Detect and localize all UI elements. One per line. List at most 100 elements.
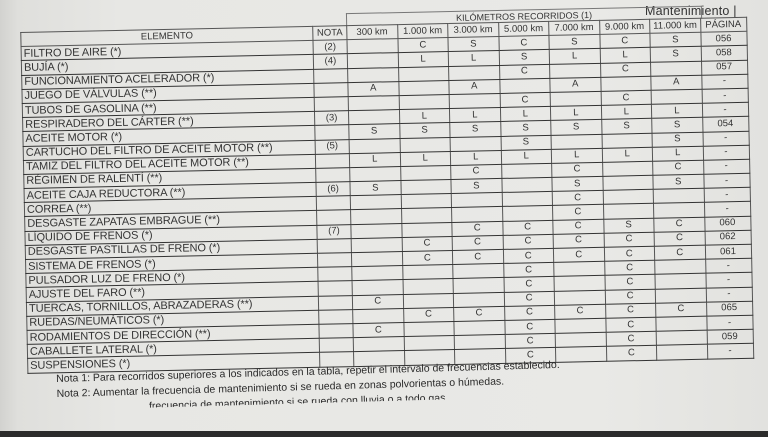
interval-cell [402, 278, 454, 295]
interval-cell [453, 320, 505, 336]
interval-cell: C [553, 247, 605, 263]
interval-cell: L [599, 47, 651, 63]
nota-cell [314, 124, 350, 140]
interval-cell: C [504, 333, 556, 349]
nota-cell [314, 96, 349, 112]
interval-cell: A [650, 74, 702, 91]
interval-cell: C [450, 164, 502, 180]
interval-cell [655, 287, 707, 304]
nota-cell: (4) [313, 54, 348, 69]
pagina-cell: 057 [701, 59, 748, 75]
nota-cell: (5) [315, 139, 350, 155]
pagina-cell: - [701, 74, 748, 90]
interval-cell: S [651, 117, 703, 133]
interval-cell: C [655, 301, 707, 318]
pagina-cell: 065 [706, 300, 753, 317]
interval-cell: S [349, 180, 401, 196]
interval-cell: L [499, 106, 551, 122]
interval-cell [348, 95, 399, 111]
pagina-cell: 060 [704, 215, 751, 232]
interval-cell: C [502, 234, 554, 250]
interval-cell [451, 206, 503, 223]
interval-cell: L [397, 51, 449, 68]
interval-cell: C [503, 262, 554, 278]
pagina-cell: - [701, 102, 749, 118]
interval-cell: C [654, 231, 705, 247]
interval-cell [403, 335, 455, 351]
interval-cell: L [449, 107, 501, 123]
interval-cell [454, 334, 505, 350]
pagina-cell: - [705, 272, 752, 288]
interval-cell: C [552, 218, 604, 235]
interval-cell [352, 279, 403, 296]
pagina-cell: - [701, 88, 748, 104]
interval-cell: C [652, 160, 704, 176]
nota-cell [315, 153, 350, 169]
interval-cell: C [503, 276, 555, 292]
column-header: 11.000 km [649, 18, 701, 34]
interval-cell: S [649, 32, 701, 48]
interval-cell: C [603, 232, 655, 248]
interval-cell: L [652, 145, 704, 162]
column-header: 5.000 km [498, 21, 549, 37]
interval-cell [353, 336, 405, 352]
interval-cell [651, 89, 702, 105]
interval-cell [554, 289, 606, 306]
interval-cell [602, 189, 654, 205]
interval-cell [398, 94, 450, 110]
interval-cell [553, 275, 605, 291]
page-header: Mantenimiento | [645, 4, 737, 18]
interval-cell: C [352, 294, 404, 310]
interval-cell [402, 293, 454, 309]
interval-cell: S [348, 123, 400, 140]
interval-cell: C [600, 61, 651, 78]
nota-cell: (6) [315, 181, 351, 197]
interval-cell [553, 261, 605, 277]
interval-cell [555, 332, 606, 348]
column-header: PÁGINA [700, 17, 747, 33]
interval-cell: A [549, 77, 601, 93]
interval-cell: C [401, 250, 453, 266]
interval-cell: L [500, 149, 552, 165]
interval-cell: C [600, 90, 652, 106]
interval-cell [602, 161, 653, 177]
interval-cell: S [652, 131, 703, 147]
interval-cell [602, 203, 654, 219]
pagina-cell: - [703, 159, 750, 175]
interval-cell [349, 166, 401, 182]
interval-cell: S [650, 46, 702, 62]
nota-cell [316, 210, 351, 225]
interval-cell: C [605, 331, 657, 347]
pagina-cell: 062 [704, 230, 751, 246]
column-header: 1.000 km [397, 23, 448, 39]
interval-cell: C [604, 260, 655, 276]
interval-cell: C [604, 288, 656, 305]
interval-cell [403, 321, 455, 337]
interval-cell: L [549, 48, 601, 64]
interval-cell [449, 93, 500, 109]
interval-cell [351, 237, 402, 253]
column-header: 300 km [346, 24, 398, 40]
nota-cell [319, 337, 354, 353]
interval-cell: C [452, 249, 504, 265]
interval-cell: C [453, 306, 505, 322]
interval-cell [399, 137, 451, 153]
interval-cell [550, 91, 601, 107]
interval-cell: C [502, 248, 554, 264]
nota-cell: (3) [314, 110, 349, 126]
pagina-cell: 061 [704, 244, 752, 260]
interval-cell [600, 76, 652, 92]
interval-cell [653, 188, 704, 204]
interval-cell: S [551, 176, 603, 192]
interval-cell: C [401, 236, 453, 252]
interval-cell [448, 65, 500, 81]
column-header: 3.000 km [447, 22, 499, 38]
pagina-cell: - [703, 187, 750, 203]
interval-cell: S [548, 34, 600, 50]
interval-cell: C [503, 290, 555, 307]
interval-cell [451, 192, 503, 208]
interval-cell: C [403, 307, 454, 323]
interval-cell: S [447, 36, 499, 52]
interval-cell: L [550, 105, 602, 121]
column-header: 7.000 km [548, 20, 600, 36]
